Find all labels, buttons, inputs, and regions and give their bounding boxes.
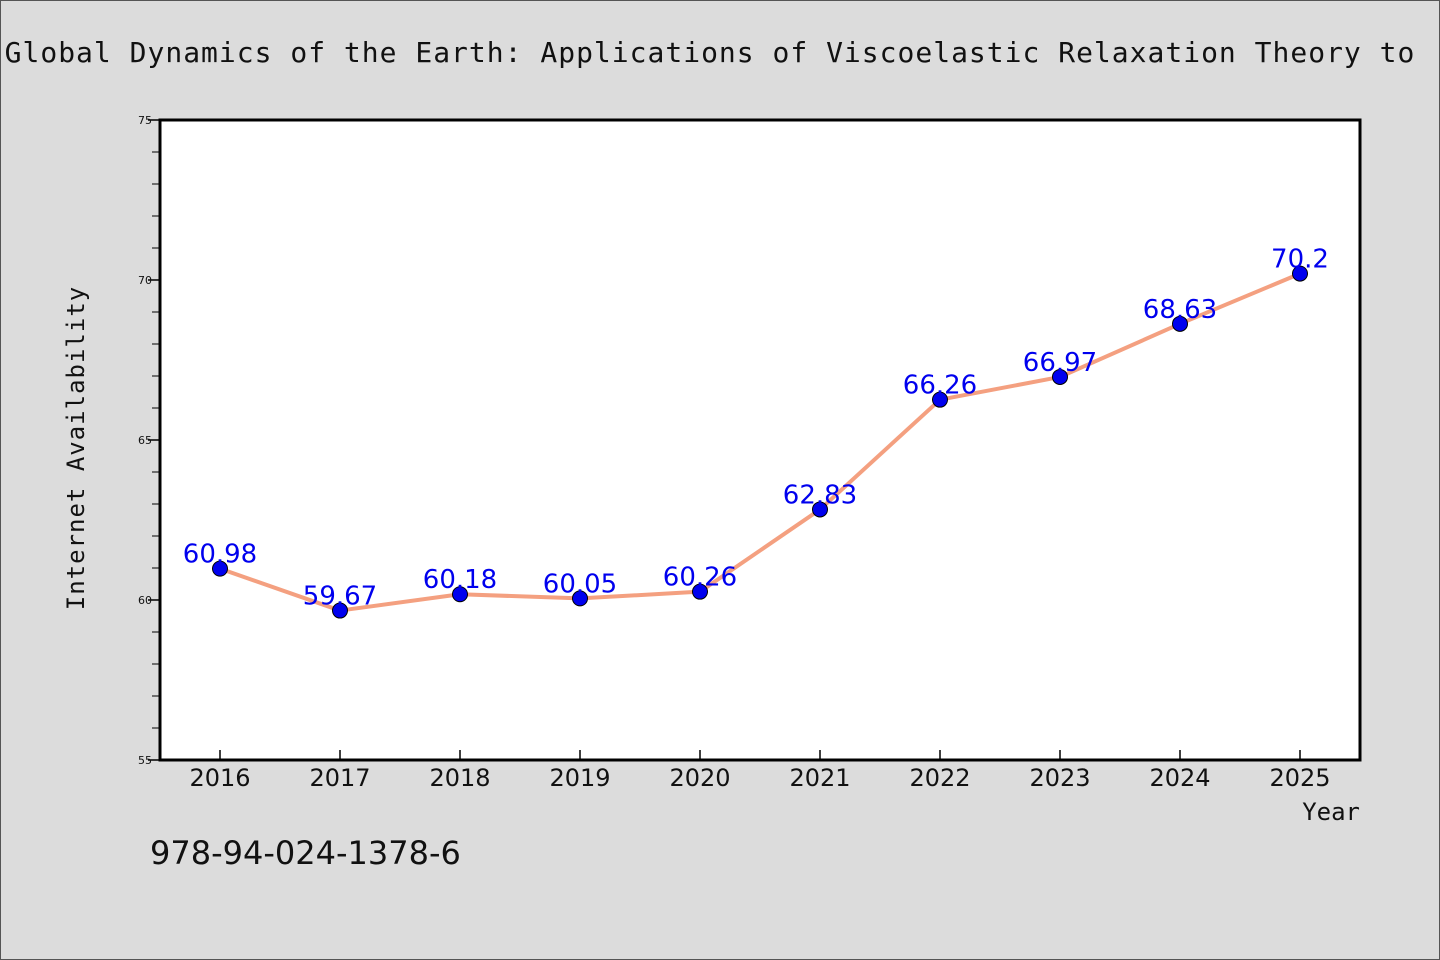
data-label: 60.98 (183, 540, 257, 570)
y-tick-label: 65 (138, 434, 152, 447)
data-point (1292, 265, 1308, 282)
y-tick-label: 70 (138, 274, 152, 287)
x-tick-label: 2024 (1149, 764, 1210, 792)
data-point (1172, 315, 1188, 332)
isbn-annotation: 978-94-024-1378-6 (150, 834, 461, 872)
data-label: 66.26 (903, 371, 977, 401)
y-tick-label: 55 (138, 754, 152, 767)
x-axis: 2016 2017 2018 2019 2020 2021 2022 2023 2024 2025 (189, 750, 1331, 792)
x-tick-label: 2018 (429, 764, 490, 792)
data-labels: 60.98 59.67 60.18 60.05 60.26 62.83 66.26 66.97… (183, 245, 1329, 612)
y-tick-label: 60 (138, 594, 152, 607)
data-point (452, 586, 468, 603)
data-point (332, 602, 348, 619)
x-tick-label: 2017 (309, 764, 370, 792)
data-label: 59.67 (303, 582, 377, 612)
x-tick-label: 2023 (1029, 764, 1090, 792)
y-tick-label: 75 (138, 114, 152, 127)
x-axis-label: Year (1302, 798, 1360, 826)
data-label: 60.18 (423, 565, 497, 595)
x-tick-label: 2016 (189, 764, 250, 792)
data-point (212, 560, 228, 577)
data-point (572, 590, 588, 607)
data-label: 70.2 (1271, 245, 1329, 275)
data-label: 60.05 (543, 569, 617, 599)
data-point (1052, 368, 1068, 385)
series-points (212, 265, 1308, 619)
data-label: 66.97 (1023, 348, 1097, 378)
x-tick-label: 2021 (789, 764, 850, 792)
series-line-group (219, 271, 1301, 613)
data-label: 68.63 (1143, 295, 1217, 325)
data-label: 62.83 (783, 480, 857, 510)
data-label: 60.26 (663, 563, 737, 593)
data-point (812, 501, 828, 518)
series-line (219, 271, 1301, 613)
x-tick-label: 2020 (669, 764, 730, 792)
y-axis-label: Internet Availability (62, 286, 90, 610)
data-point (692, 583, 708, 600)
data-point (932, 391, 948, 408)
x-tick-label: 2022 (909, 764, 970, 792)
y-axis: 55 60 65 70 75 (138, 114, 160, 767)
plot-area (158, 118, 1362, 762)
x-tick-label: 2025 (1269, 764, 1330, 792)
x-tick-label: 2019 (549, 764, 610, 792)
chart-title: Global Dynamics of the Earth: Applicatio… (5, 36, 1416, 69)
